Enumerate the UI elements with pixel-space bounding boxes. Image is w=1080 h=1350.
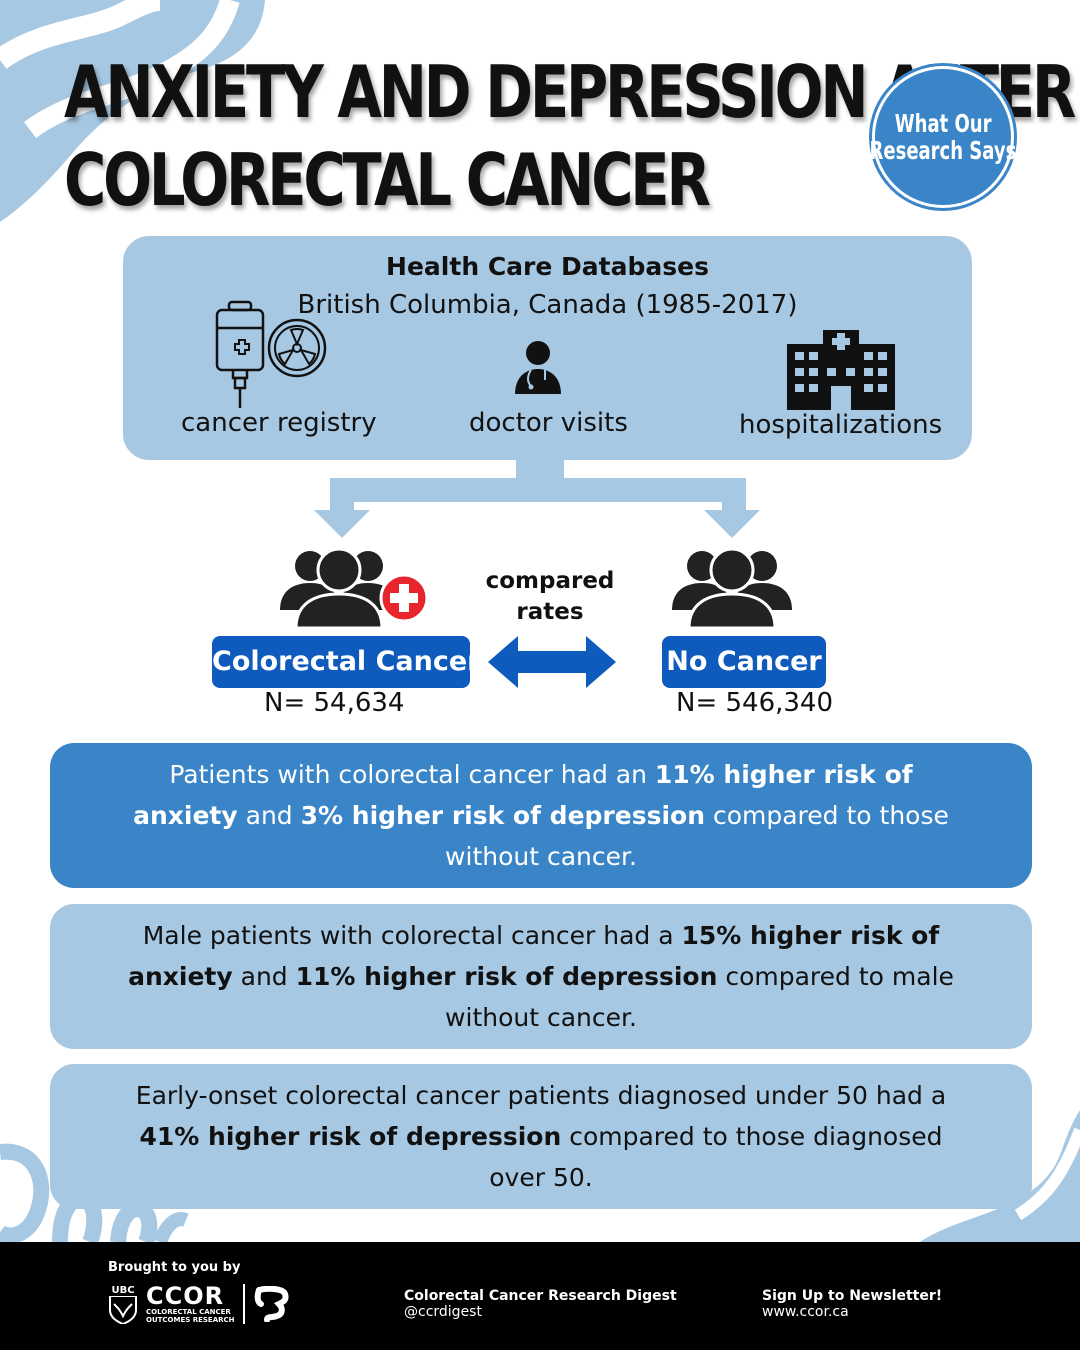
source-label-cancer-registry: cancer registry bbox=[181, 408, 377, 438]
newsletter-info: Sign Up to Newsletter! www.ccor.ca bbox=[762, 1288, 942, 1320]
health-care-databases-box: Health Care Databases British Columbia, … bbox=[123, 236, 972, 460]
no-cancer-group-label: No Cancer bbox=[662, 636, 826, 688]
finding-text-overall: Patients with colorectal cancer had an 1… bbox=[133, 760, 949, 871]
patient-group-no-cancer-icon bbox=[672, 547, 792, 628]
patient-group-cancer-icon bbox=[280, 547, 429, 628]
what-our-research-says-badge: What Our Research Says bbox=[869, 66, 1017, 208]
ccor-sub-1: COLORECTAL CANCER bbox=[146, 1308, 231, 1316]
title-line-2: COLORECTAL CANCER bbox=[64, 138, 711, 222]
iv-bag-radiation-icon bbox=[215, 300, 327, 408]
finding-text-male: Male patients with colorectal cancer had… bbox=[128, 921, 954, 1032]
colorectal-cancer-count: N= 54,634 bbox=[264, 688, 405, 718]
badge-line-2: Research Says bbox=[869, 136, 1017, 165]
newsletter-title: Sign Up to Newsletter! bbox=[762, 1288, 943, 1304]
split-connector bbox=[314, 458, 760, 538]
doctor-icon bbox=[515, 341, 561, 394]
ccor-name: CCOR bbox=[146, 1282, 225, 1310]
source-label-hospitalizations: hospitalizations bbox=[739, 410, 943, 440]
brought-to-you-by: Brought to you by bbox=[108, 1260, 241, 1275]
databases-heading: Health Care Databases bbox=[386, 252, 709, 281]
double-arrow-icon bbox=[488, 636, 616, 688]
compared-rates-label: compared rates bbox=[480, 566, 620, 628]
finding-text-early-onset: Early-onset colorectal cancer patients d… bbox=[135, 1081, 947, 1192]
hospital-icon bbox=[787, 330, 895, 410]
footer: Brought to you by UBC CCOR COLORECTAL CA… bbox=[0, 1242, 1080, 1350]
ubc-text: UBC bbox=[111, 1284, 135, 1296]
ubc-logo: UBC bbox=[108, 1285, 138, 1324]
compared-label-line-2: rates bbox=[516, 599, 584, 625]
finding-card-male: Male patients with colorectal cancer had… bbox=[50, 904, 1032, 1049]
digest-handle[interactable]: @ccrdigest bbox=[404, 1304, 482, 1320]
colorectal-cancer-group-label: Colorectal Cancer bbox=[212, 636, 480, 688]
no-cancer-count: N= 546,340 bbox=[676, 688, 834, 718]
compared-label-line-1: compared bbox=[485, 568, 615, 594]
digest-info: Colorectal Cancer Research Digest @ccrdi… bbox=[404, 1288, 677, 1320]
colon-icon bbox=[254, 1286, 289, 1322]
ubc-crest-icon bbox=[109, 1295, 137, 1324]
digest-title: Colorectal Cancer Research Digest bbox=[404, 1288, 677, 1304]
databases-subtitle: British Columbia, Canada (1985-2017) bbox=[297, 290, 798, 320]
source-label-doctor-visits: doctor visits bbox=[469, 408, 628, 438]
ccor-sub-2: OUTCOMES RESEARCH bbox=[146, 1316, 235, 1324]
badge-line-1: What Our bbox=[894, 109, 992, 138]
finding-card-overall: Patients with colorectal cancer had an 1… bbox=[50, 743, 1032, 888]
ccor-logo: UBC CCOR COLORECTAL CANCER OUTCOMES RESE… bbox=[108, 1284, 289, 1324]
ccor-wordmark: CCOR COLORECTAL CANCER OUTCOMES RESEARCH bbox=[146, 1284, 245, 1324]
finding-card-early-onset: Early-onset colorectal cancer patients d… bbox=[50, 1064, 1032, 1209]
newsletter-url[interactable]: www.ccor.ca bbox=[762, 1304, 849, 1320]
